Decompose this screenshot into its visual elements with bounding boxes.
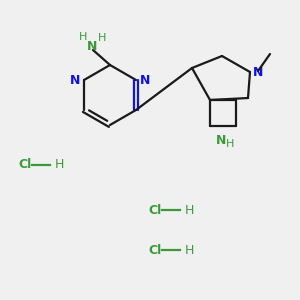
Text: N: N bbox=[140, 74, 150, 86]
Text: H: H bbox=[79, 32, 87, 42]
Text: N: N bbox=[87, 40, 97, 52]
Text: N: N bbox=[70, 74, 80, 86]
Text: N: N bbox=[253, 65, 263, 79]
Text: Cl: Cl bbox=[148, 244, 161, 256]
Text: Cl: Cl bbox=[18, 158, 31, 172]
Text: H: H bbox=[185, 203, 194, 217]
Text: H: H bbox=[185, 244, 194, 256]
Text: H: H bbox=[55, 158, 64, 172]
Text: N: N bbox=[216, 134, 226, 146]
Text: H: H bbox=[226, 139, 234, 149]
Text: H: H bbox=[98, 33, 106, 43]
Text: Cl: Cl bbox=[148, 203, 161, 217]
